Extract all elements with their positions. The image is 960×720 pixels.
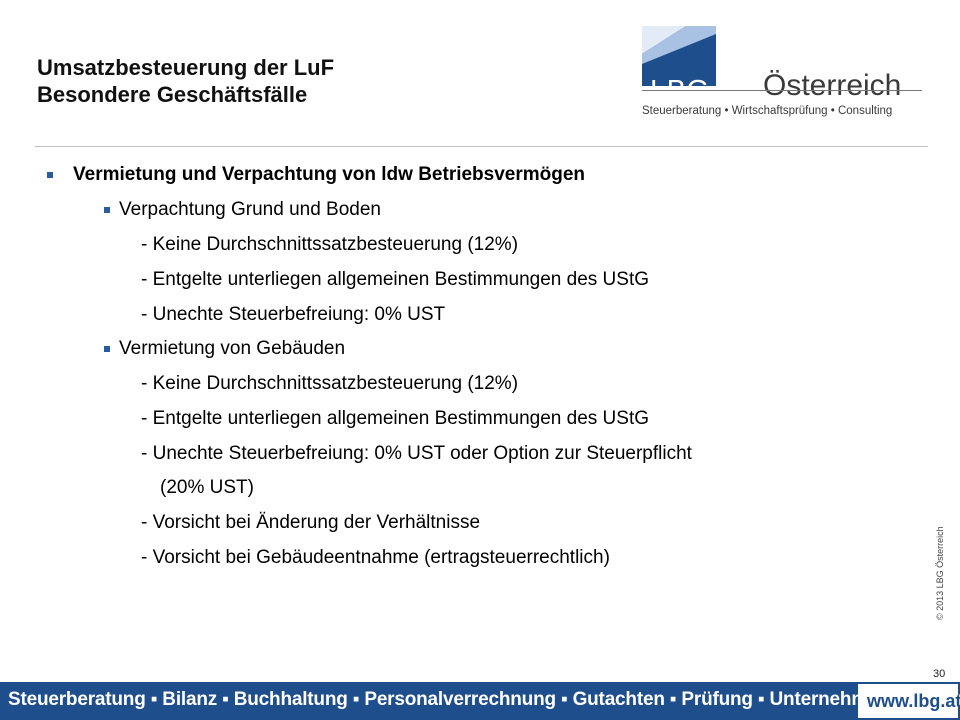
footer-services: Steuerberatung ▪ Bilanz ▪ Buchhaltung ▪ … — [8, 689, 960, 710]
copyright-notice: © 2013 LBG Österreich — [935, 526, 945, 620]
lbg-logo: LBG Österreich Steuerberatung • Wirtscha… — [636, 24, 926, 124]
list-item-detail: - Keine Durchschnittssatzbesteuerung (12… — [141, 373, 519, 394]
list-item-detail: - Vorsicht bei Gebäudeentnahme (ertragst… — [141, 547, 610, 568]
logo-divider — [642, 90, 922, 91]
title-line-2: Besondere Geschäftsfälle — [37, 82, 308, 107]
page-number: 30 — [933, 668, 946, 680]
list-item-detail: - Entgelte unterliegen allgemeinen Besti… — [141, 408, 650, 429]
logo-country: Österreich — [763, 69, 902, 102]
website-link[interactable]: www.lbg.at — [867, 691, 960, 711]
list-item-level1: Vermietung und Verpachtung von ldw Betri… — [73, 164, 586, 185]
list-item-detail-continuation: (20% UST) — [160, 477, 254, 498]
list-item-detail: - Keine Durchschnittssatzbesteuerung (12… — [141, 234, 519, 255]
footer-url-box[interactable]: www.lbg.at — [858, 684, 960, 718]
bullet-level2-icon — [104, 207, 110, 213]
slide-title: Umsatzbesteuerung der LuF Besondere Gesc… — [37, 54, 334, 108]
logo-subtitle: Steuerberatung • Wirtschaftsprüfung • Co… — [642, 105, 893, 117]
bullet-level2-icon — [104, 346, 110, 352]
list-item-level2: Verpachtung Grund und Boden — [119, 199, 381, 220]
logo-mark-text: LBG — [650, 75, 710, 107]
list-item-level2: Vermietung von Gebäuden — [119, 338, 346, 359]
header-divider — [35, 146, 928, 147]
list-item-detail: - Unechte Steuerbefreiung: 0% UST oder O… — [141, 443, 692, 464]
footer-bar: Steuerberatung ▪ Bilanz ▪ Buchhaltung ▪ … — [0, 682, 960, 720]
title-line-1: Umsatzbesteuerung der LuF — [37, 55, 335, 80]
list-item-detail: - Unechte Steuerbefreiung: 0% UST — [141, 304, 446, 325]
list-item-detail: - Entgelte unterliegen allgemeinen Besti… — [141, 269, 650, 290]
list-item-detail: - Vorsicht bei Änderung der Verhältnisse — [141, 512, 481, 533]
bullet-level1-icon — [47, 172, 53, 178]
lbg-logo-mark — [642, 26, 716, 86]
